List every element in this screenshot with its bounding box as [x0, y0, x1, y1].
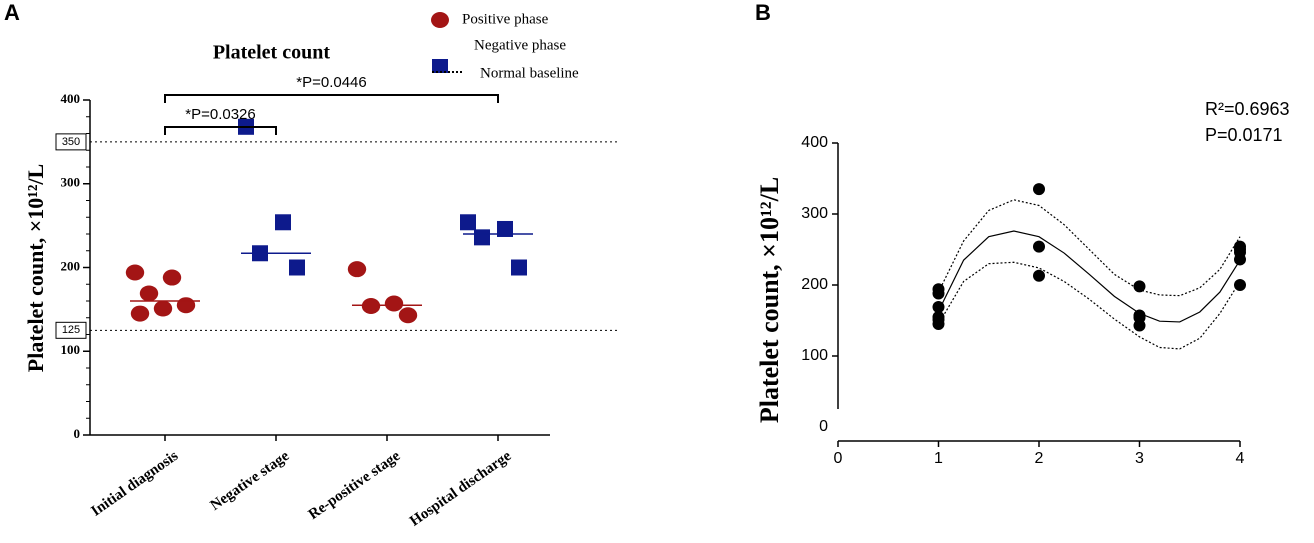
y-tick-label: 200: [61, 258, 81, 273]
x-tick-label: 2: [1035, 450, 1044, 467]
point: [1234, 279, 1246, 291]
x-tick-label: Hospital discharge: [407, 448, 514, 530]
point: [1033, 269, 1045, 282]
x-tick-label: 3: [1135, 450, 1144, 467]
panel-label: B: [755, 0, 771, 25]
legend-marker: [431, 12, 449, 28]
annotation: *P=0.0326: [185, 106, 255, 123]
chart-title: Platelet count: [213, 42, 331, 64]
x-tick-label: Re-positive stage: [306, 448, 404, 523]
legend-label: Positive phase: [462, 11, 549, 27]
point: [1133, 280, 1146, 293]
panel-label: A: [4, 0, 20, 25]
point: [176, 297, 196, 314]
point: [361, 298, 381, 315]
point: [932, 301, 945, 314]
x-tick-label: 0: [834, 450, 843, 467]
x-tick-label: 4: [1236, 450, 1245, 467]
point: [1234, 253, 1246, 266]
point: [162, 269, 182, 286]
x-tick-label: 1: [934, 450, 943, 467]
point: [384, 295, 404, 312]
y-tick-label: 400: [61, 91, 81, 106]
baseline-box: [55, 321, 87, 339]
y-tick-label: 100: [61, 342, 81, 357]
y-tick-label: 400: [801, 134, 828, 151]
y-tick-label: 0: [819, 418, 828, 435]
legend-label: Negative phase: [474, 37, 566, 53]
point: [932, 318, 945, 331]
confidence-band: [937, 261, 1241, 350]
point: [1133, 319, 1146, 332]
annotation: P=0.0171: [1205, 125, 1283, 145]
fit-line: [937, 230, 1241, 323]
baseline-box: [55, 133, 87, 151]
point: [460, 214, 476, 231]
annotation: R²=0.6963: [1205, 99, 1290, 119]
baseline-label: 350: [62, 136, 80, 148]
point: [1033, 183, 1045, 196]
bracket: [164, 126, 277, 135]
point: [275, 214, 291, 231]
point: [139, 285, 159, 302]
y-tick-label: 200: [801, 276, 828, 293]
y-axis-label: Platelet count, ×10¹²/L: [23, 164, 48, 372]
point: [289, 259, 305, 276]
point: [125, 264, 145, 281]
bracket: [164, 94, 499, 103]
point: [153, 300, 173, 317]
y-tick-label: 300: [801, 205, 828, 222]
legend-marker: [432, 59, 448, 73]
legend-label: Normal baseline: [480, 65, 579, 81]
x-tick-label: Negative stage: [208, 448, 293, 514]
y-tick-label: 300: [61, 175, 81, 190]
y-tick-label: 100: [801, 347, 828, 364]
point: [511, 259, 527, 276]
point: [398, 307, 418, 324]
point: [347, 261, 367, 278]
y-axis-label: Platelet count, ×10¹²/L: [755, 177, 784, 423]
y-tick-label: 0: [74, 426, 81, 441]
point: [474, 229, 490, 246]
point: [932, 287, 945, 300]
baseline-label: 125: [62, 324, 80, 336]
point: [130, 305, 150, 322]
point: [1033, 240, 1045, 253]
x-tick-label: Initial diagnosis: [88, 448, 181, 520]
confidence-band: [937, 199, 1241, 297]
point: [497, 220, 513, 237]
annotation: *P=0.0446: [296, 74, 366, 91]
